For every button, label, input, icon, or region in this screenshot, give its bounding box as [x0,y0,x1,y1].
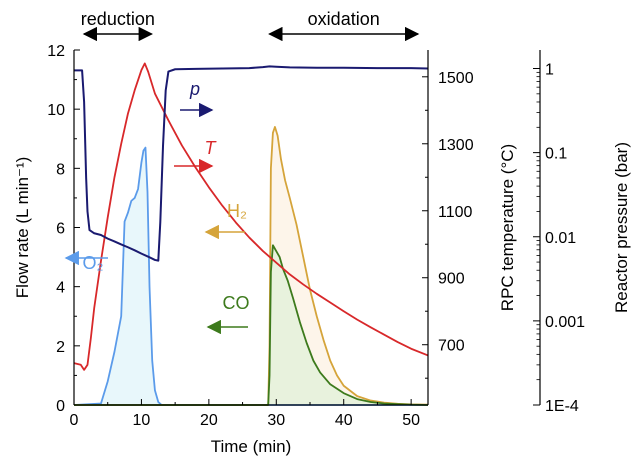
x-axis-label: Time (min) [211,437,292,456]
x-tick-label: 10 [133,412,151,429]
x-tick-label: 40 [335,412,353,429]
series-line-3 [73,62,429,371]
series-line-1 [74,126,429,406]
y-left-tick-label: 2 [56,339,65,356]
y-temp-tick-label: 1100 [438,204,473,221]
series-fill-0 [74,147,428,405]
y-pressure-tick-label: 0.001 [545,314,585,331]
x-tick-label: 20 [200,412,218,429]
phase-label-0: reduction [81,9,155,29]
series-line-0 [73,146,428,406]
annotation-label-2: O₂ [83,253,104,273]
y-left-axis-label: Flow rate (L min⁻¹) [13,157,32,299]
phase-label-1: oxidation [308,9,380,29]
y-pressure-tick-label: 0.1 [545,146,567,163]
x-tick-label: 50 [402,412,420,429]
y-pressure-tick-label: 0.01 [545,230,576,247]
y-temp-tick-label: 1300 [438,137,474,154]
y-left-tick-label: 10 [47,102,65,119]
x-tick-label: 0 [70,412,79,429]
y-left-tick-label: 8 [56,161,65,178]
y-temp-tick-label: 700 [438,338,465,355]
y-left-tick-label: 12 [47,43,65,60]
annotation-label-3: H₂ [227,201,247,221]
annotation-label-4: CO [223,293,250,313]
y-pressure-tick-label: 1 [545,62,554,79]
y-temp-tick-label: 1500 [438,70,474,87]
y-left-tick-label: 6 [56,221,65,238]
annotation-label-1: T [205,138,218,158]
y-left-tick-label: 0 [56,398,65,415]
annotation-label-0: p [189,79,200,99]
y-pressure-tick-label: 1E-4 [545,398,579,415]
y-left-tick-label: 4 [56,280,65,297]
y-temp-axis-label: RPC temperature (°C) [498,144,517,311]
x-tick-label: 30 [267,412,285,429]
y-pressure-axis-label: Reactor pressure (bar) [612,142,631,313]
series-line-4 [74,65,429,262]
y-temp-tick-label: 900 [438,271,465,288]
